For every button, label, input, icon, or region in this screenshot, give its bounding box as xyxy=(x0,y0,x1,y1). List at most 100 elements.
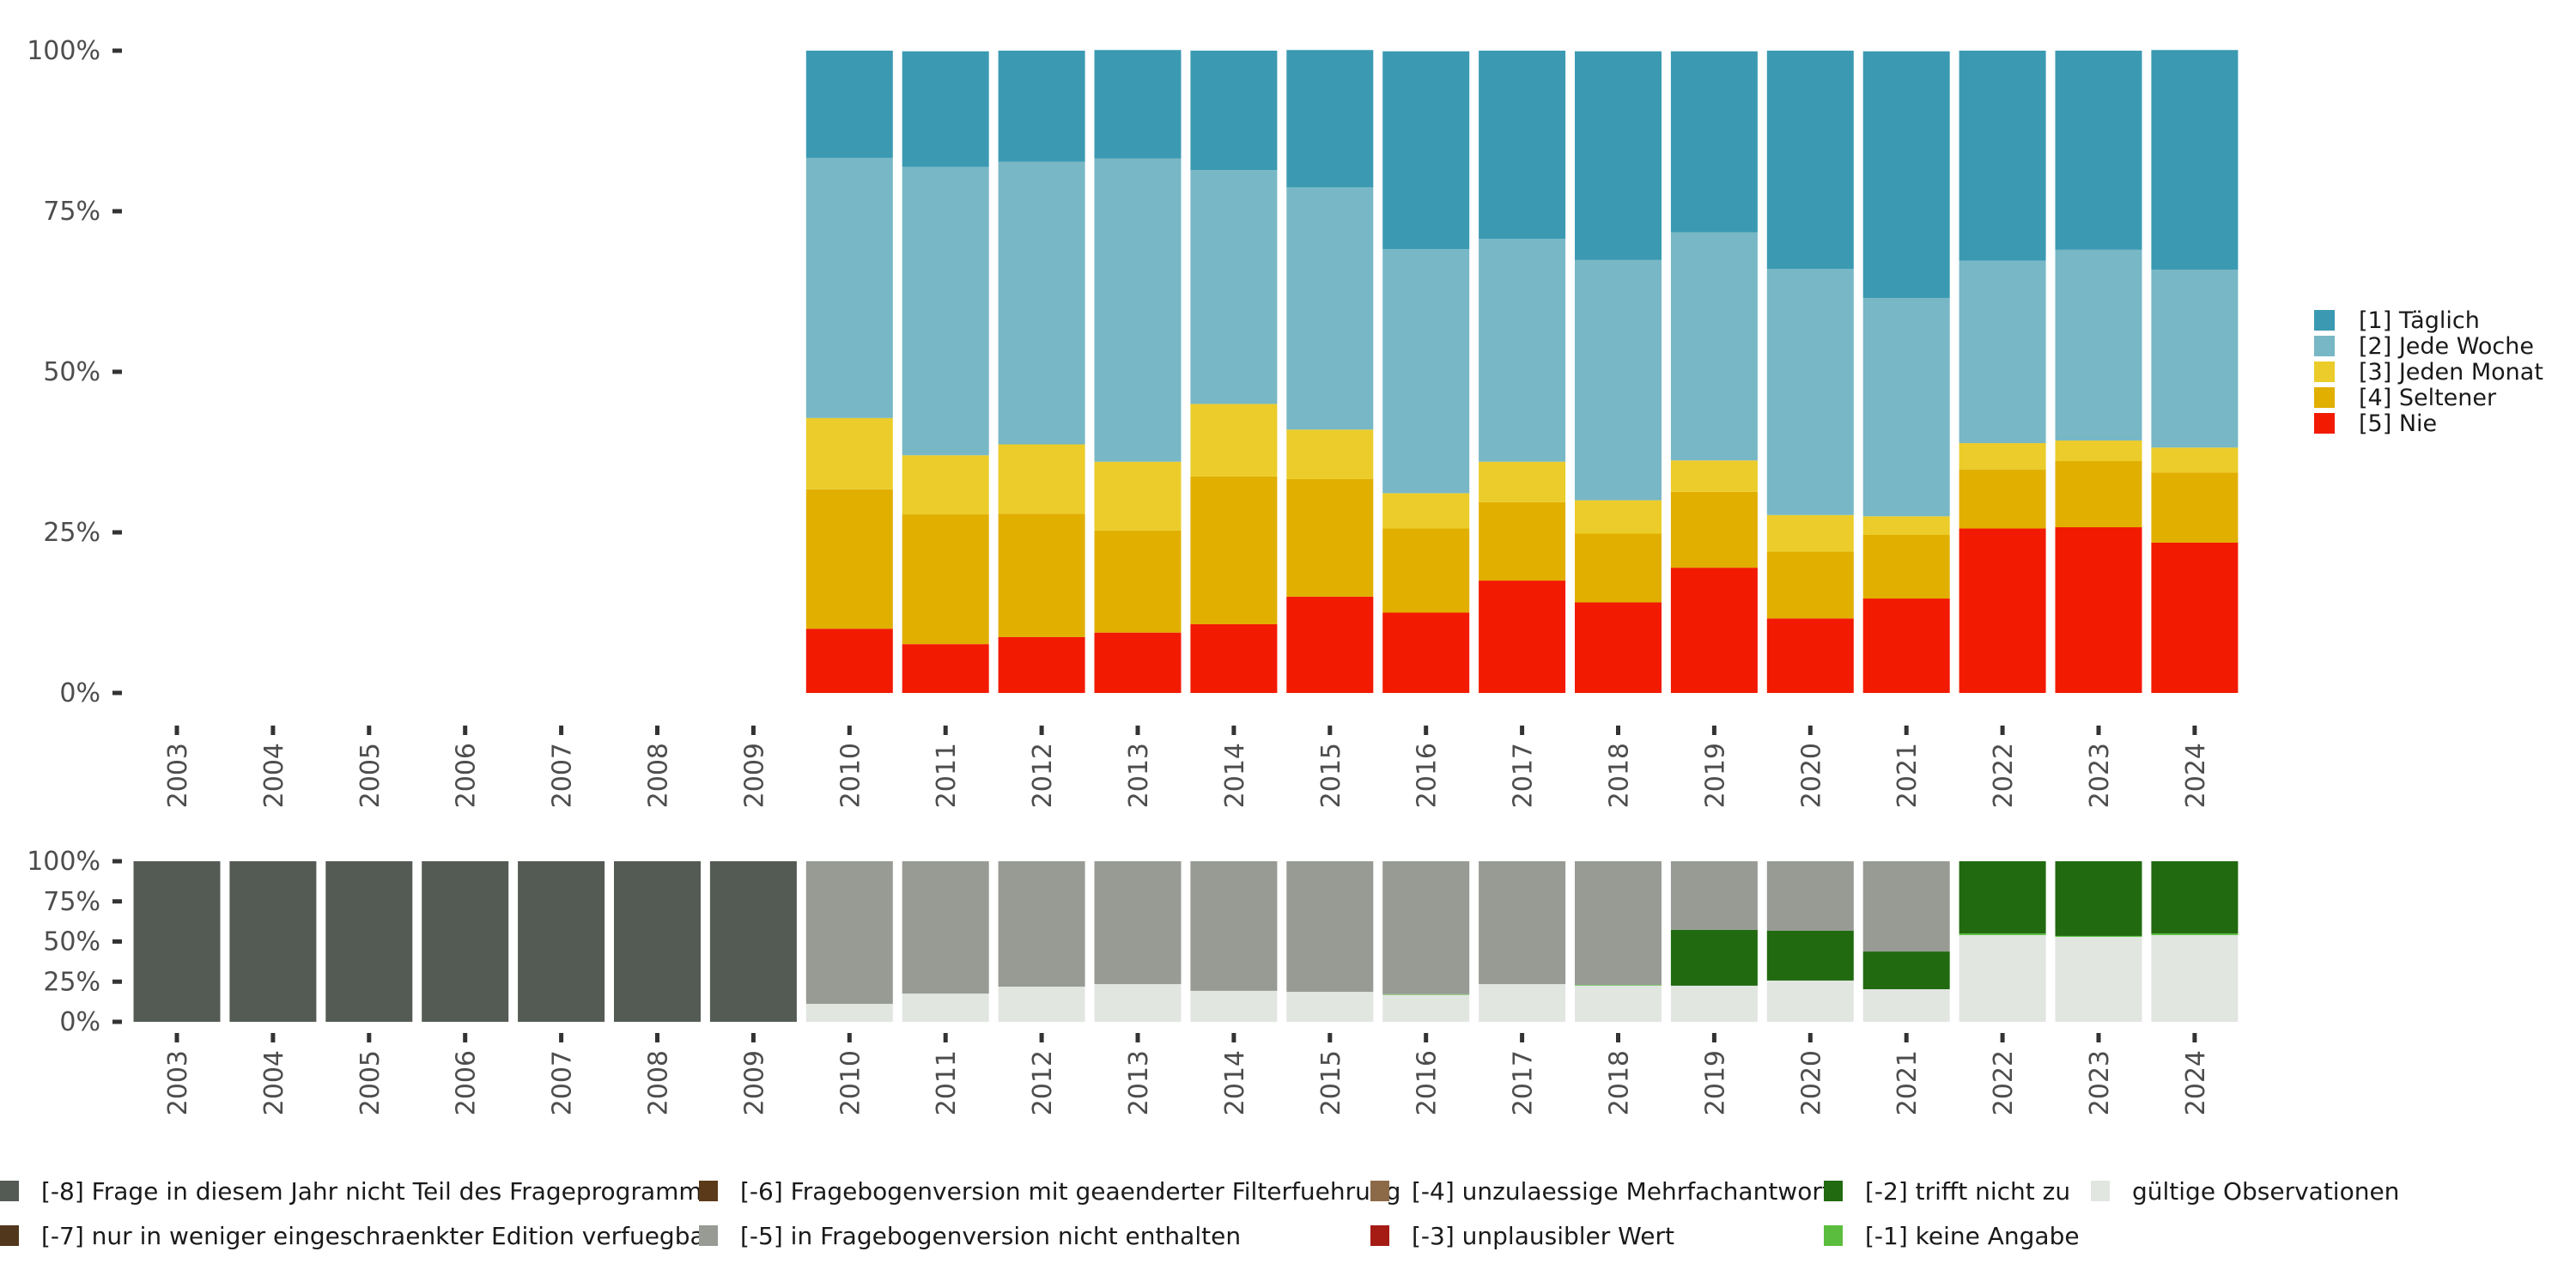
x-tick-mark xyxy=(1327,1033,1333,1042)
x-tick-label: 2003 xyxy=(163,743,193,808)
bar-segment-2013-5-nie xyxy=(1094,632,1182,693)
x-tick-label: 2012 xyxy=(1028,743,1058,808)
x-tick-label: 2008 xyxy=(644,743,674,808)
bar-segment-2012-1-t-glich xyxy=(998,51,1085,162)
x-tick-label: 2009 xyxy=(739,743,769,808)
bar-segment-2016-5-nie xyxy=(1382,612,1470,693)
y-tick-label: 75% xyxy=(43,887,100,917)
y-tick-mark xyxy=(112,48,122,53)
bar-segment-2013-4-seltener xyxy=(1094,530,1182,633)
legend-label-3-jeden-monat: [3] Jeden Monat xyxy=(2359,359,2543,386)
legend-swatch-7-nur-in-weniger-eingeschraenkter-edition-verfuegbar xyxy=(0,1225,19,1246)
bar-segment-2023-1-t-glich xyxy=(2055,51,2142,250)
x-tick-label: 2017 xyxy=(1509,1050,1539,1115)
legend-label-6-fragebogenversion-mit-geaenderter-filterfuehrung: [-6] Fragebogenversion mit geaenderter F… xyxy=(740,1177,1400,1206)
x-tick-mark xyxy=(1135,726,1140,735)
bar-segment-2019-5-nie xyxy=(1670,568,1758,693)
bar-segment-2018-g-ltige-observationen xyxy=(1575,985,1662,1022)
legend-label-g-ltige-observationen: gültige Observationen xyxy=(2132,1177,2399,1206)
x-tick-mark xyxy=(174,726,179,735)
y-tick-mark xyxy=(112,369,122,374)
bar-segment-2019-4-seltener xyxy=(1670,491,1758,568)
x-tick-mark xyxy=(367,726,372,735)
bar-segment-2024-1-t-glich xyxy=(2151,50,2239,270)
top-chart-panel: 0% 25% 50% 75% 100% 2003 2004 2005 2006 2007 2008… xyxy=(27,36,2543,808)
x-tick-label: 2016 xyxy=(1413,743,1443,808)
bar-segment-2015-2-jede-woche xyxy=(1286,187,1374,430)
bar-segment-2018-4-seltener xyxy=(1575,533,1662,603)
x-tick-label: 2022 xyxy=(1989,1050,2019,1115)
bar-segment-2021-5-nie xyxy=(1862,598,1950,693)
bar-segment-2020-2-jede-woche xyxy=(1766,269,1854,515)
bar-segment-2017-4-seltener xyxy=(1479,501,1566,581)
legend-label-4-seltener: [4] Seltener xyxy=(2359,385,2497,411)
bar-segment-2012-3-jeden-monat xyxy=(998,444,1085,514)
legend-label-8-frage-in-diesem-jahr-nicht-teil-des-frageprogramms: [-8] Frage in diesem Jahr nicht Teil des… xyxy=(41,1177,714,1206)
x-tick-label: 2007 xyxy=(548,743,578,808)
x-tick-mark xyxy=(943,1033,948,1042)
x-tick-label: 2005 xyxy=(355,743,386,808)
x-tick-mark xyxy=(1904,1033,1909,1042)
x-tick-label: 2015 xyxy=(1316,743,1346,808)
bar-segment-2023-3-jeden-monat xyxy=(2055,440,2142,461)
bar-segment-2012-5-in-fragebogenversion-nicht-enthalten xyxy=(998,861,1085,987)
bar-segment-2014-g-ltige-observationen xyxy=(1190,990,1278,1022)
x-tick-mark xyxy=(1231,1033,1236,1042)
bar-segment-2017-1-t-glich xyxy=(1479,51,1566,240)
x-tick-label: 2007 xyxy=(548,1050,578,1115)
legend-label-7-nur-in-weniger-eingeschraenkter-edition-verfuegbar: [-7] nur in weniger eingeschraenkter Edi… xyxy=(41,1222,715,1250)
x-tick-mark xyxy=(1807,726,1813,735)
bar-segment-2016-1-keine-angabe xyxy=(1382,993,1470,995)
bar-segment-2019-1-t-glich xyxy=(1670,51,1758,233)
x-tick-mark xyxy=(1231,726,1236,735)
x-tick-label: 2021 xyxy=(1893,743,1923,808)
bar-segment-2022-3-jeden-monat xyxy=(1959,443,2046,470)
x-tick-mark xyxy=(655,1033,659,1042)
y-tick-label: 0% xyxy=(59,678,100,708)
bar-segment-2009-8-frage-in-diesem-jahr-nicht-teil-des-frageprogramms xyxy=(709,861,797,1022)
top-legend: [1] Täglich[2] Jede Woche[3] Jeden Monat… xyxy=(2314,307,2543,437)
x-tick-mark xyxy=(847,1033,852,1042)
bar-segment-2019-g-ltige-observationen xyxy=(1670,985,1758,1022)
bar-segment-2023-2-jede-woche xyxy=(2055,249,2142,441)
x-tick-mark xyxy=(1039,1033,1044,1042)
bar-segment-2006-8-frage-in-diesem-jahr-nicht-teil-des-frageprogramms xyxy=(422,861,509,1022)
y-tick-label: 100% xyxy=(27,847,100,877)
x-tick-mark xyxy=(1327,726,1333,735)
x-tick-mark xyxy=(2000,1033,2005,1042)
bottom-y-axis: 0% 25% 50% 75% 100% xyxy=(27,847,122,1037)
bar-segment-2013-1-t-glich xyxy=(1094,50,1182,159)
bar-segment-2011-4-seltener xyxy=(902,514,989,645)
legend-label-1-t-glich: [1] Täglich xyxy=(2359,307,2480,334)
bar-segment-2014-5-in-fragebogenversion-nicht-enthalten xyxy=(1190,861,1278,991)
y-tick-mark xyxy=(112,209,122,214)
bottom-bars xyxy=(133,861,2239,1022)
x-tick-mark xyxy=(1711,726,1716,735)
y-tick-mark xyxy=(112,690,122,696)
top-bars xyxy=(805,50,2239,693)
bar-segment-2004-8-frage-in-diesem-jahr-nicht-teil-des-frageprogramms xyxy=(229,861,317,1022)
legend-swatch-2-trifft-nicht-zu xyxy=(1824,1181,1843,1201)
bottom-legend: [-8] Frage in diesem Jahr nicht Teil des… xyxy=(0,1177,2399,1250)
bar-segment-2019-2-trifft-nicht-zu xyxy=(1670,929,1758,986)
bar-segment-2011-g-ltige-observationen xyxy=(902,993,989,1022)
legend-label-5-in-fragebogenversion-nicht-enthalten: [-5] in Fragebogenversion nicht enthalte… xyxy=(740,1222,1241,1250)
bar-segment-2017-5-in-fragebogenversion-nicht-enthalten xyxy=(1479,861,1566,985)
bar-segment-2020-5-in-fragebogenversion-nicht-enthalten xyxy=(1766,861,1854,931)
bar-segment-2016-5-in-fragebogenversion-nicht-enthalten xyxy=(1382,861,1470,994)
legend-label-2-trifft-nicht-zu: [-2] trifft nicht zu xyxy=(1865,1177,2070,1206)
x-tick-label: 2018 xyxy=(1605,1050,1635,1115)
bar-segment-2022-1-t-glich xyxy=(1959,51,2046,261)
bar-segment-2023-1-keine-angabe xyxy=(2055,935,2142,938)
bar-segment-2010-g-ltige-observationen xyxy=(805,1004,893,1022)
x-tick-mark xyxy=(750,1033,756,1042)
bar-segment-2022-2-jede-woche xyxy=(1959,260,2046,444)
bar-segment-2023-2-trifft-nicht-zu xyxy=(2055,861,2142,936)
bar-segment-2017-5-nie xyxy=(1479,580,1566,693)
bar-segment-2008-8-frage-in-diesem-jahr-nicht-teil-des-frageprogramms xyxy=(614,861,701,1022)
bottom-chart-panel: 0% 25% 50% 75% 100% 2003 2004 2005 2006 2007 2008… xyxy=(27,847,2239,1115)
top-y-axis: 0% 25% 50% 75% 100% xyxy=(27,36,122,708)
x-tick-mark xyxy=(1520,1033,1525,1042)
bar-segment-2021-g-ltige-observationen xyxy=(1862,989,1950,1022)
x-tick-label: 2003 xyxy=(163,1050,193,1115)
